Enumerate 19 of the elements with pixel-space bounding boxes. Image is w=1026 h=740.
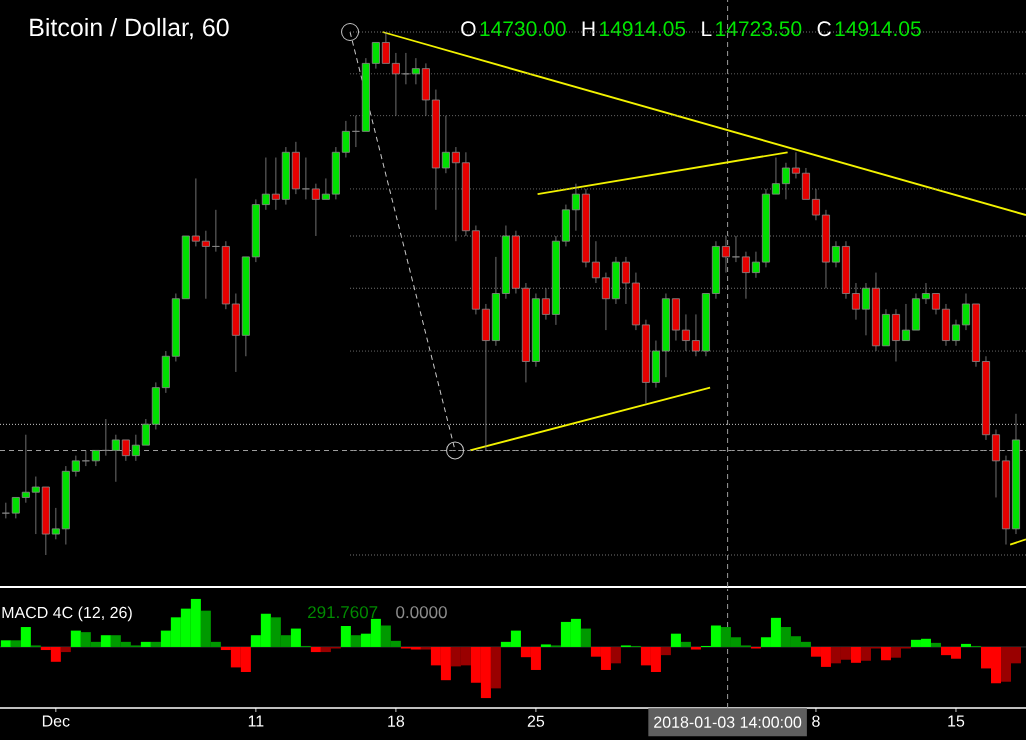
annotation: 14914.05 — [835, 21, 921, 37]
ref-line-label: 2018-01-03 14:00:00 — [654, 716, 802, 728]
chart-title: MACD 4C (12, 26) — [2, 606, 132, 622]
annotation: 14730.00 — [480, 21, 566, 37]
chart-title: Bitcoin / Dollar, 60 — [30, 17, 229, 40]
x-tick-label: 11 — [248, 715, 264, 727]
x-tick-label: 25 — [527, 715, 545, 727]
annotation: H — [582, 21, 595, 36]
x-tick-label: 18 — [388, 715, 405, 727]
annotation: 291.7607 — [308, 606, 378, 619]
annotation: 14723.50 — [716, 21, 802, 37]
x-tick-label: Dec — [42, 715, 70, 727]
x-tick-label: 15 — [948, 715, 965, 727]
annotation: 0.0000 — [396, 606, 447, 619]
annotation: L — [702, 21, 712, 36]
x-tick-label: 8 — [812, 715, 820, 727]
annotation: 14914.05 — [600, 21, 686, 37]
annotation: C — [817, 21, 831, 37]
annotation: O — [461, 21, 476, 37]
